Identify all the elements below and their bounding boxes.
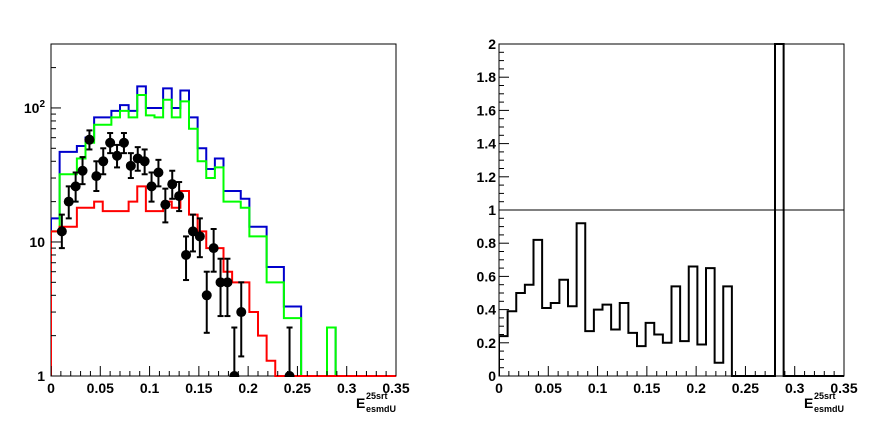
data-point [187,226,198,237]
y-tick-label: 1.4 [477,136,497,152]
x-tick-label: 0.35 [382,380,409,396]
y-tick-label: 0.6 [477,268,497,284]
x-axis-label-subscript: esmdU [366,404,396,414]
x-tick-label: 0.2 [238,380,258,396]
y-tick-label: 102 [24,99,46,116]
data-point [160,199,171,210]
y-tick-base: 10 [24,100,40,116]
right-ratio-panel: 0 0.05 0.1 0.15 0.2 0.25 0.3 0.35 0 0.2 0.4 0.6 0.8 1… [477,36,858,414]
data-point [139,156,150,167]
data-point [236,307,247,318]
y-tick-label: 1 [488,202,496,218]
data-point [167,179,178,190]
x-tick-label: 0.05 [535,380,562,396]
x-tick-label: 0.1 [140,380,160,396]
data-point [118,137,129,148]
x-tick-label: 0 [47,380,55,396]
x-tick-label: 0.3 [785,380,805,396]
data-point [215,277,226,288]
data-point [229,371,240,377]
x-tick-label: 0.1 [588,380,608,396]
y-tick-label: 0.2 [477,335,497,351]
y-tick-label: 0.4 [477,302,497,318]
step-series-0 [51,85,396,377]
data-point [125,160,136,171]
data-point [174,191,185,202]
data-point [112,150,123,161]
data-point [146,181,157,192]
step-series-1 [51,93,396,377]
plot-frame [50,43,397,377]
y-tick-label: 1.8 [477,69,497,85]
x-tick-label: 0.3 [337,380,357,396]
data-point [222,277,233,288]
plot-area [51,85,396,377]
x-tick-label: 0.2 [686,380,706,396]
x-tick-label: 0.15 [185,380,212,396]
y-tick-label: 1.6 [477,102,497,118]
data-point [63,196,74,207]
y-tick-label: 0.8 [477,235,497,251]
x-tick-label: 0.25 [732,380,759,396]
x-axis-label-subscript: esmdU [814,404,844,414]
x-axis-label: E [804,395,813,411]
data-point [70,181,81,192]
x-axis-label-superscript: 25srt [814,391,836,401]
data-point [105,137,116,148]
data-point [153,167,164,178]
data-point [56,226,67,237]
plot-area [499,43,844,377]
x-tick-label: 0.35 [830,380,857,396]
y-tick-label: 1.2 [477,169,497,185]
step-series-0 [499,43,844,377]
y-tick-label: 1 [37,368,45,384]
data-point [91,171,102,182]
data-point [201,290,212,301]
x-tick-label: 0.05 [87,380,114,396]
y-tick-label: 0 [488,368,496,384]
y-tick-label: 2 [488,36,496,52]
x-tick-label: 0 [495,380,503,396]
data-point [84,134,95,145]
y-tick-exponent: 2 [39,99,45,110]
data-point [194,231,205,242]
data-point [284,371,295,377]
data-point [77,165,88,176]
data-point [208,243,219,254]
x-axis-label: E [356,395,365,411]
x-tick-label: 0.25 [284,380,311,396]
data-point [181,249,192,260]
data-point [98,156,109,167]
x-axis-label-superscript: 25srt [366,391,388,401]
y-tick-label: 10 [29,234,45,250]
x-tick-label: 0.15 [633,380,660,396]
